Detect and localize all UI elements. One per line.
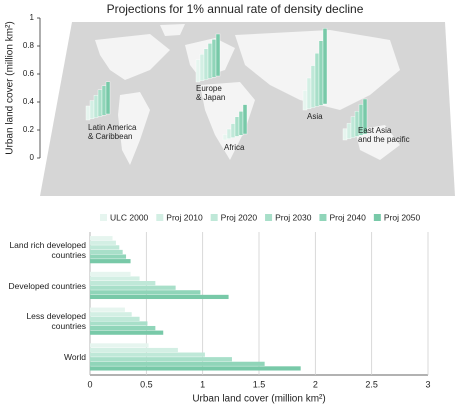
y-tick-label: 1	[30, 13, 35, 22]
x-tick-label: 3	[425, 379, 430, 389]
legend-label: Proj 2020	[221, 212, 258, 222]
bar	[90, 254, 127, 259]
bar	[90, 321, 148, 326]
x-tick-label: 1	[200, 379, 205, 389]
bar	[215, 33, 221, 77]
bar	[90, 281, 156, 286]
bar	[350, 116, 356, 138]
y-tick-label: 0.8	[23, 41, 35, 50]
bar	[85, 105, 91, 121]
bar	[322, 28, 328, 105]
category-label: Less developed countries	[26, 311, 86, 332]
y-tick-label: 0.6	[23, 69, 35, 78]
bar	[105, 81, 111, 115]
bar	[90, 352, 205, 357]
legend-item: Proj 2020	[210, 212, 258, 222]
bar	[90, 366, 301, 371]
bar	[97, 89, 103, 117]
bar	[90, 330, 164, 335]
bar	[90, 276, 140, 281]
bar	[234, 116, 240, 137]
legend-label: Proj 2040	[329, 212, 366, 222]
region-label: Europe & Japan	[196, 84, 226, 102]
bar	[310, 65, 316, 108]
x-tick-label: 0	[87, 379, 92, 389]
category-label: Land rich developed countries	[9, 239, 86, 260]
chart-title: Projections for 1% annual rate of densit…	[107, 2, 364, 16]
bar	[199, 54, 205, 82]
x-tick-label: 0.5	[140, 379, 153, 389]
bar	[226, 128, 232, 140]
bar	[346, 123, 352, 140]
bar	[89, 100, 95, 119]
bar	[90, 343, 149, 348]
bar	[90, 357, 232, 362]
bar	[90, 312, 132, 317]
bar	[90, 285, 176, 290]
bar	[314, 53, 320, 107]
bar	[90, 259, 131, 264]
bar	[90, 294, 229, 300]
legend-label: ULC 2000	[110, 212, 149, 222]
bar	[90, 316, 140, 321]
legend-label: Proj 2010	[166, 212, 203, 222]
bar	[90, 240, 116, 245]
legend-item: Proj 2030	[265, 212, 312, 222]
region-label: East Asia and the pacific	[358, 126, 410, 144]
legend-label: Proj 2050	[384, 212, 421, 222]
bar	[90, 236, 113, 241]
bar	[211, 39, 217, 78]
y-tick-label: 0.4	[23, 97, 35, 106]
legend-item: Proj 2040	[319, 212, 366, 222]
bar	[230, 123, 236, 138]
bar	[318, 40, 324, 106]
legend-label: Proj 2030	[275, 212, 312, 222]
bar	[101, 85, 107, 116]
bar	[362, 98, 368, 135]
bar	[90, 325, 156, 331]
category-label: World	[63, 352, 86, 363]
bar	[242, 104, 248, 135]
bar	[90, 271, 131, 277]
legend-swatch	[100, 214, 107, 221]
bar	[222, 134, 228, 141]
legend-swatch	[156, 214, 164, 221]
x-tick-label: 2	[313, 379, 318, 389]
region-label: Latin America & Caribbean	[88, 123, 137, 141]
bar	[203, 48, 209, 80]
world-map	[40, 22, 455, 196]
bar	[195, 59, 201, 83]
x-tick-label: 1.5	[253, 379, 266, 389]
y-tick-label: 0.2	[23, 125, 35, 134]
x-axis-label: Urban land cover (million km²)	[192, 394, 325, 405]
legend-swatch	[319, 214, 327, 221]
bar	[90, 245, 120, 250]
bar	[90, 307, 125, 312]
legend-item: Proj 2050	[373, 212, 421, 222]
category-label: Developed countries	[8, 280, 87, 291]
region-label: Africa	[224, 143, 245, 152]
bar	[90, 347, 178, 353]
y-tick-label: 0	[30, 153, 35, 162]
bar	[93, 94, 99, 118]
legend-swatch	[265, 214, 273, 221]
bar	[306, 77, 312, 109]
bar	[238, 111, 244, 136]
bar	[302, 90, 308, 111]
legend-swatch	[210, 214, 218, 221]
bar	[90, 361, 265, 366]
bar	[342, 128, 348, 141]
legend-item: ULC 2000	[100, 212, 149, 222]
x-tick-label: 2.5	[365, 379, 378, 389]
bar	[90, 249, 123, 255]
region-label: Asia	[307, 112, 323, 121]
y-axis-label: Urban land cover (million km²)	[5, 21, 16, 154]
legend-item: Proj 2010	[156, 212, 203, 222]
bar	[90, 290, 201, 295]
legend-swatch	[373, 214, 381, 221]
bar	[207, 43, 213, 79]
